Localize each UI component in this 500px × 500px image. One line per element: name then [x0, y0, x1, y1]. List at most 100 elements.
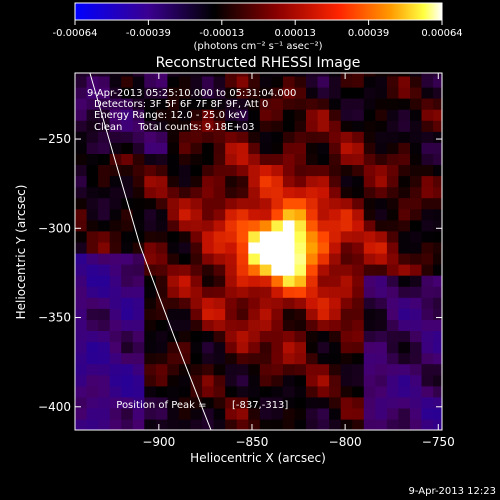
heatmap-cell	[259, 396, 272, 409]
heatmap-cell	[363, 73, 376, 77]
heatmap-cell	[132, 264, 145, 276]
heatmap-cell	[329, 396, 342, 409]
heatmap-cell	[329, 208, 342, 221]
heatmap-cell	[248, 319, 261, 331]
heatmap-cell	[386, 186, 400, 199]
heatmap-cell	[294, 252, 307, 265]
heatmap-cell	[433, 286, 442, 298]
heatmap-cell	[363, 418, 376, 430]
heatmap-cell	[155, 109, 169, 121]
heatmap-cell	[155, 286, 169, 298]
heatmap-cell	[190, 286, 203, 298]
heatmap-cell	[213, 418, 226, 430]
heatmap-cell	[410, 286, 423, 298]
heatmap-cell	[340, 374, 353, 387]
heatmap-cell	[375, 275, 388, 287]
heatmap-cell	[282, 252, 296, 265]
heatmap-cell	[433, 86, 442, 99]
heatmap-cell	[352, 164, 365, 177]
heatmap-cell	[144, 164, 157, 177]
heatmap-cell	[329, 153, 342, 165]
heatmap-cell	[410, 142, 423, 154]
heatmap-cell	[421, 252, 434, 265]
heatmap-cell	[98, 120, 111, 132]
heatmap-cell	[410, 219, 423, 232]
x-axis-label: Heliocentric X (arcsec)	[190, 451, 326, 465]
heatmap-cell	[236, 374, 249, 387]
heatmap-cell	[121, 86, 134, 99]
heatmap-cell	[352, 208, 365, 221]
heatmap-cell	[340, 73, 353, 77]
heatmap-cell	[167, 363, 180, 376]
heatmap-cell	[190, 407, 203, 420]
heatmap-cell	[410, 308, 423, 320]
heatmap-cell	[421, 75, 434, 88]
heatmap-cell	[340, 352, 353, 365]
heatmap-cell	[121, 374, 134, 387]
heatmap-cell	[340, 208, 353, 221]
heatmap-cell	[352, 175, 365, 188]
heatmap-cell	[75, 164, 88, 177]
heatmap-cell	[421, 363, 434, 376]
heatmap-cell	[144, 86, 157, 99]
heatmap-cell	[236, 109, 249, 121]
heatmap-cell	[317, 374, 330, 387]
heatmap-cell	[352, 374, 365, 387]
heatmap-cell	[398, 341, 411, 354]
heatmap-cell	[317, 75, 330, 88]
heatmap-cell	[225, 352, 238, 365]
heatmap-cell	[398, 286, 411, 298]
peak-position-label: Position of Peak = [-837,-313]	[94, 400, 304, 411]
heatmap-cell	[363, 252, 376, 265]
heatmap-cell	[155, 252, 169, 265]
heatmap-cell	[236, 142, 249, 154]
heatmap-cell	[317, 153, 330, 165]
heatmap-cell	[121, 241, 134, 254]
heatmap-cell	[375, 86, 388, 99]
heatmap-cell	[167, 407, 180, 420]
heatmap-cell	[375, 98, 388, 110]
heatmap-cell	[213, 407, 226, 420]
heatmap-cell	[352, 308, 365, 320]
heatmap-cell	[75, 230, 88, 243]
heatmap-cell	[179, 385, 192, 398]
heatmap-cell	[132, 208, 145, 221]
heatmap-cell	[179, 330, 192, 343]
heatmap-cell	[386, 175, 400, 188]
heatmap-cell	[236, 131, 249, 143]
heatmap-cell	[121, 208, 134, 221]
heatmap-cell	[202, 407, 215, 420]
heatmap-cell	[225, 186, 238, 199]
heatmap-cell	[282, 175, 296, 188]
heatmap-cell	[340, 241, 353, 254]
heatmap-cell	[386, 363, 400, 376]
heatmap-cell	[259, 252, 272, 265]
heatmap-cell	[340, 264, 353, 276]
chart-title: Reconstructed RHESSI Image	[156, 55, 361, 71]
heatmap-cell	[236, 241, 249, 254]
heatmap-cell	[190, 352, 203, 365]
heatmap-cell	[410, 109, 423, 121]
heatmap-cell	[248, 175, 261, 188]
heatmap-cell	[386, 131, 400, 143]
heatmap-cell	[75, 131, 88, 143]
heatmap-cell	[86, 319, 99, 331]
heatmap-cell	[121, 363, 134, 376]
heatmap-cell	[433, 363, 442, 376]
heatmap-cell	[340, 98, 353, 110]
heatmap-cell	[421, 385, 434, 398]
heatmap-cell	[363, 341, 376, 354]
heatmap-cell	[179, 142, 192, 154]
heatmap-cell	[410, 153, 423, 165]
heatmap-cell	[86, 385, 99, 398]
heatmap-cell	[132, 363, 145, 376]
heatmap-cell	[213, 286, 226, 298]
heatmap-cell	[306, 407, 319, 420]
heatmap-cell	[225, 208, 238, 221]
heatmap-cell	[236, 275, 249, 287]
heatmap-cell	[121, 252, 134, 265]
heatmap-cell	[271, 363, 284, 376]
heatmap-cell	[421, 86, 434, 99]
heatmap-cell	[398, 120, 411, 132]
heatmap-cell	[282, 197, 296, 210]
